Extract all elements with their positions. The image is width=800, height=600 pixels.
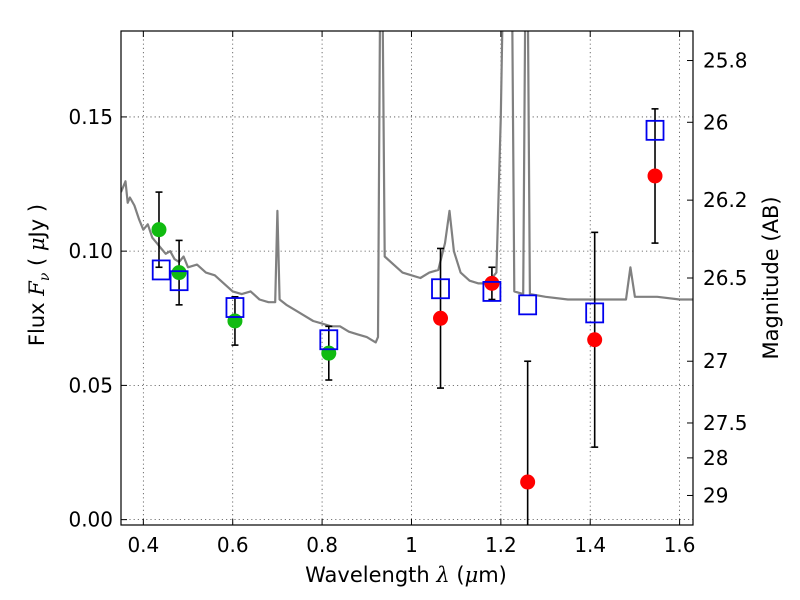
model-square-marker: [431, 278, 450, 300]
x-tick-label: 0.4: [127, 533, 159, 557]
model-square-marker: [518, 294, 538, 316]
axis-ticks: [121, 31, 693, 525]
plot-frame: [120, 30, 694, 526]
right-tick-label: 26: [703, 110, 728, 134]
green-data-point: [171, 265, 187, 281]
right-tick-label: 26.2: [703, 188, 748, 212]
right-tick-label: 27: [703, 349, 728, 373]
model-square-marker: [585, 302, 605, 324]
y-tick-label: 0.15: [68, 105, 113, 129]
x-tick-label: 0.8: [306, 533, 338, 557]
x-tick-label: 1.6: [664, 533, 696, 557]
model-square-marker: [319, 329, 339, 351]
green-data-point: [151, 222, 167, 238]
model-square-marker: [151, 259, 171, 281]
error-bars: [155, 108, 659, 525]
y-tick-label: 0.10: [68, 239, 113, 263]
right-axis-title: Magnitude (AB): [759, 196, 783, 359]
y-tick-label: 0.05: [68, 373, 113, 397]
model-square-marker: [482, 281, 502, 302]
right-tick-label: 25.8: [703, 49, 748, 73]
x-axis-title: Wavelength λ (μm): [305, 563, 507, 587]
x-tick-label: 0.6: [217, 533, 249, 557]
x-tick-label: 1.4: [574, 533, 606, 557]
right-tick-label: 29: [703, 483, 728, 507]
red-data-point: [587, 332, 603, 348]
red-data-point: [647, 168, 663, 184]
right-tick-label: 27.5: [703, 411, 748, 435]
model-square-marker: [645, 119, 665, 141]
model-square-marker: [169, 270, 189, 292]
model-square-marker: [225, 297, 245, 318]
red-data-point: [433, 310, 449, 326]
tick-labels: 0.4 0.6 0.8 1 1.2 1.4 1.6 0.00 0.05 0.10 0.15 25.8 2…: [68, 49, 747, 557]
right-tick-label: 28: [703, 446, 728, 470]
green-data-point: [321, 345, 337, 361]
right-tick-label: 26.5: [703, 266, 748, 290]
y-axis-title: Flux Fν ( μJy ): [25, 204, 53, 346]
green-data-point: [227, 313, 243, 329]
data-markers: [151, 119, 665, 490]
red-data-point: [484, 275, 500, 291]
y-tick-label: 0.00: [68, 508, 113, 532]
grid-lines: [121, 31, 693, 525]
red-data-point: [520, 474, 536, 490]
x-tick-label: 1.2: [485, 533, 517, 557]
sed-line: [121, 31, 693, 344]
x-tick-label: 1: [405, 533, 418, 557]
model-sed-spectrum: [121, 31, 693, 344]
